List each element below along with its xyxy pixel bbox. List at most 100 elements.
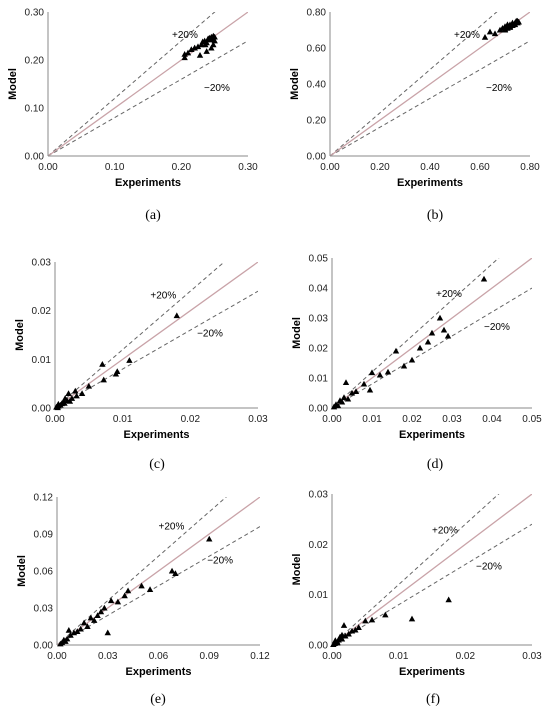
x-tick-label: 0.60: [470, 162, 490, 173]
x-tick-label: 0.00: [320, 162, 340, 173]
x-tick-label: 0.02: [181, 414, 201, 425]
data-point: [61, 399, 68, 406]
panel-caption: (c): [149, 457, 165, 472]
data-point: [444, 332, 452, 339]
data-point: [100, 376, 107, 383]
y-axis-title: Model: [16, 555, 28, 587]
data-point: [184, 49, 192, 56]
panel-caption: (d): [427, 457, 444, 472]
data-point: [480, 275, 488, 282]
y-tick-label: 0.00: [307, 152, 327, 163]
data-point: [345, 630, 352, 637]
data-point: [65, 390, 72, 396]
data-point: [196, 52, 204, 58]
data-point: [101, 604, 108, 611]
data-point: [172, 570, 179, 577]
y-tick-label: 0.00: [34, 641, 54, 652]
upper-20-percent-line: [332, 494, 500, 645]
x-axis-title: Experiments: [399, 429, 465, 441]
data-point: [368, 616, 376, 623]
data-point: [340, 622, 348, 628]
x-tick-label: 0.40: [420, 162, 440, 173]
x-tick-label: 0.20: [172, 162, 192, 173]
data-point: [87, 614, 95, 621]
upper-band-label: +20%: [150, 291, 176, 302]
data-point: [203, 48, 210, 54]
data-point: [338, 631, 346, 638]
x-tick-label: 0.04: [482, 414, 502, 425]
data-point: [173, 312, 180, 319]
x-tick-label: 0.01: [362, 414, 382, 425]
data-point: [72, 387, 79, 394]
lower-20-percent-line: [330, 40, 530, 156]
data-point: [202, 41, 209, 48]
x-axis-title: Experiments: [399, 666, 465, 678]
data-point: [408, 615, 416, 622]
data-point: [392, 347, 400, 354]
y-axis-title: Model: [291, 317, 303, 349]
data-point: [107, 597, 115, 604]
data-point: [114, 368, 121, 375]
x-tick-label: 0.10: [105, 162, 125, 173]
y-tick-label: 0.00: [309, 641, 329, 652]
y-tick-label: 0.03: [309, 490, 329, 501]
data-point: [104, 629, 111, 636]
data-point: [121, 592, 128, 599]
panel-caption: (b): [427, 208, 444, 223]
x-tick-label: 0.30: [238, 162, 258, 173]
y-tick-label: 0.01: [32, 355, 52, 366]
x-tick-label: 0.20: [370, 162, 390, 173]
y-tick-label: 0.03: [32, 258, 52, 269]
data-point: [344, 395, 352, 402]
x-axis-title: Experiments: [115, 177, 181, 189]
data-point: [436, 314, 444, 321]
chart-panel-6: 0.00 0.01 0.02 0.03 0.00 0.01 0.02 0.03 Experime…: [291, 490, 542, 708]
upper-20-percent-line: [55, 262, 225, 408]
y-tick-label: 0.09: [34, 530, 54, 541]
data-point: [73, 392, 80, 399]
x-tick-label: 0.01: [389, 651, 409, 662]
data-point: [509, 22, 516, 29]
chart-panel-2: 0.00 0.20 0.40 0.60 0.80 0.00 0.20 0.40 0.60 0.80…: [289, 8, 540, 224]
x-axis-title: Experiments: [125, 666, 191, 678]
y-tick-label: 0.20: [307, 116, 327, 127]
data-point: [208, 44, 215, 51]
data-point: [348, 389, 356, 396]
data-point: [99, 361, 106, 367]
chart-panel-5: 0.00 0.03 0.06 0.09 0.12 0.00 0.03 0.06 0.09 0.12…: [16, 493, 270, 708]
data-point: [206, 36, 214, 43]
upper-band-label: +20%: [454, 30, 480, 41]
data-point: [91, 617, 98, 623]
x-tick-label: 0.03: [248, 414, 268, 425]
data-point: [194, 43, 202, 50]
y-tick-label: 0.10: [25, 104, 45, 115]
data-point: [481, 34, 489, 40]
x-tick-label: 0.03: [442, 414, 462, 425]
data-point: [376, 371, 384, 378]
data-point: [146, 586, 154, 593]
data-point: [191, 44, 198, 51]
data-point: [206, 535, 213, 542]
x-tick-label: 0.05: [522, 414, 542, 425]
x-tick-label: 0.03: [98, 651, 118, 662]
lower-20-percent-line: [332, 523, 532, 645]
identity-line: [57, 497, 260, 645]
data-point: [334, 639, 341, 646]
data-point: [66, 397, 74, 404]
data-point: [445, 596, 452, 603]
x-tick-label: 0.00: [38, 162, 58, 173]
data-point: [501, 25, 509, 32]
data-point: [486, 28, 494, 35]
panel-caption: (f): [426, 692, 440, 707]
lower-band-label: −20%: [197, 328, 223, 339]
lower-band-label: −20%: [486, 83, 512, 94]
data-point: [340, 394, 348, 401]
data-point: [360, 380, 368, 387]
data-point: [84, 623, 91, 630]
data-point: [338, 635, 346, 642]
y-tick-label: 0.02: [32, 306, 52, 317]
y-tick-label: 0.01: [309, 374, 329, 385]
data-point: [211, 33, 218, 40]
data-point: [124, 587, 132, 594]
upper-20-percent-line: [332, 258, 500, 408]
